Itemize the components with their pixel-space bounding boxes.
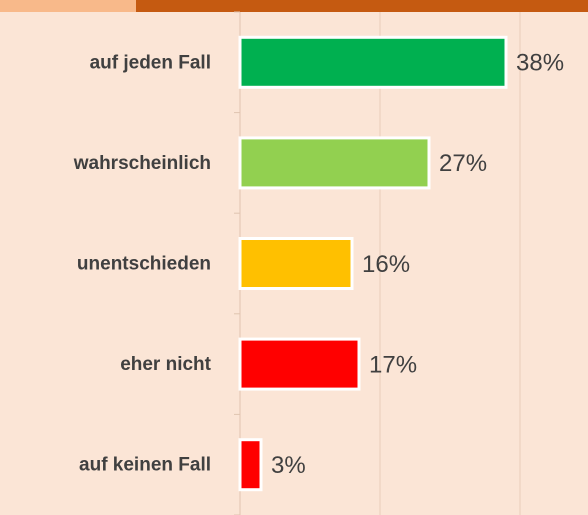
value-label: 38% bbox=[516, 50, 564, 77]
value-label: 3% bbox=[271, 452, 306, 479]
category-label: auf jeden Fall bbox=[90, 52, 211, 73]
header-strip-light bbox=[0, 0, 136, 12]
bar bbox=[238, 337, 361, 391]
bar bbox=[238, 237, 354, 290]
category-label: auf keinen Fall bbox=[79, 455, 211, 476]
header-strip-dark bbox=[136, 0, 588, 12]
bar bbox=[238, 35, 508, 89]
value-label: 17% bbox=[369, 351, 417, 378]
bar bbox=[238, 438, 263, 492]
category-label: unentschieden bbox=[77, 254, 211, 275]
category-label: eher nicht bbox=[120, 354, 211, 375]
value-label: 27% bbox=[439, 150, 487, 177]
category-label: wahrscheinlich bbox=[73, 153, 211, 174]
value-label: 16% bbox=[362, 251, 410, 278]
bar bbox=[238, 136, 431, 190]
